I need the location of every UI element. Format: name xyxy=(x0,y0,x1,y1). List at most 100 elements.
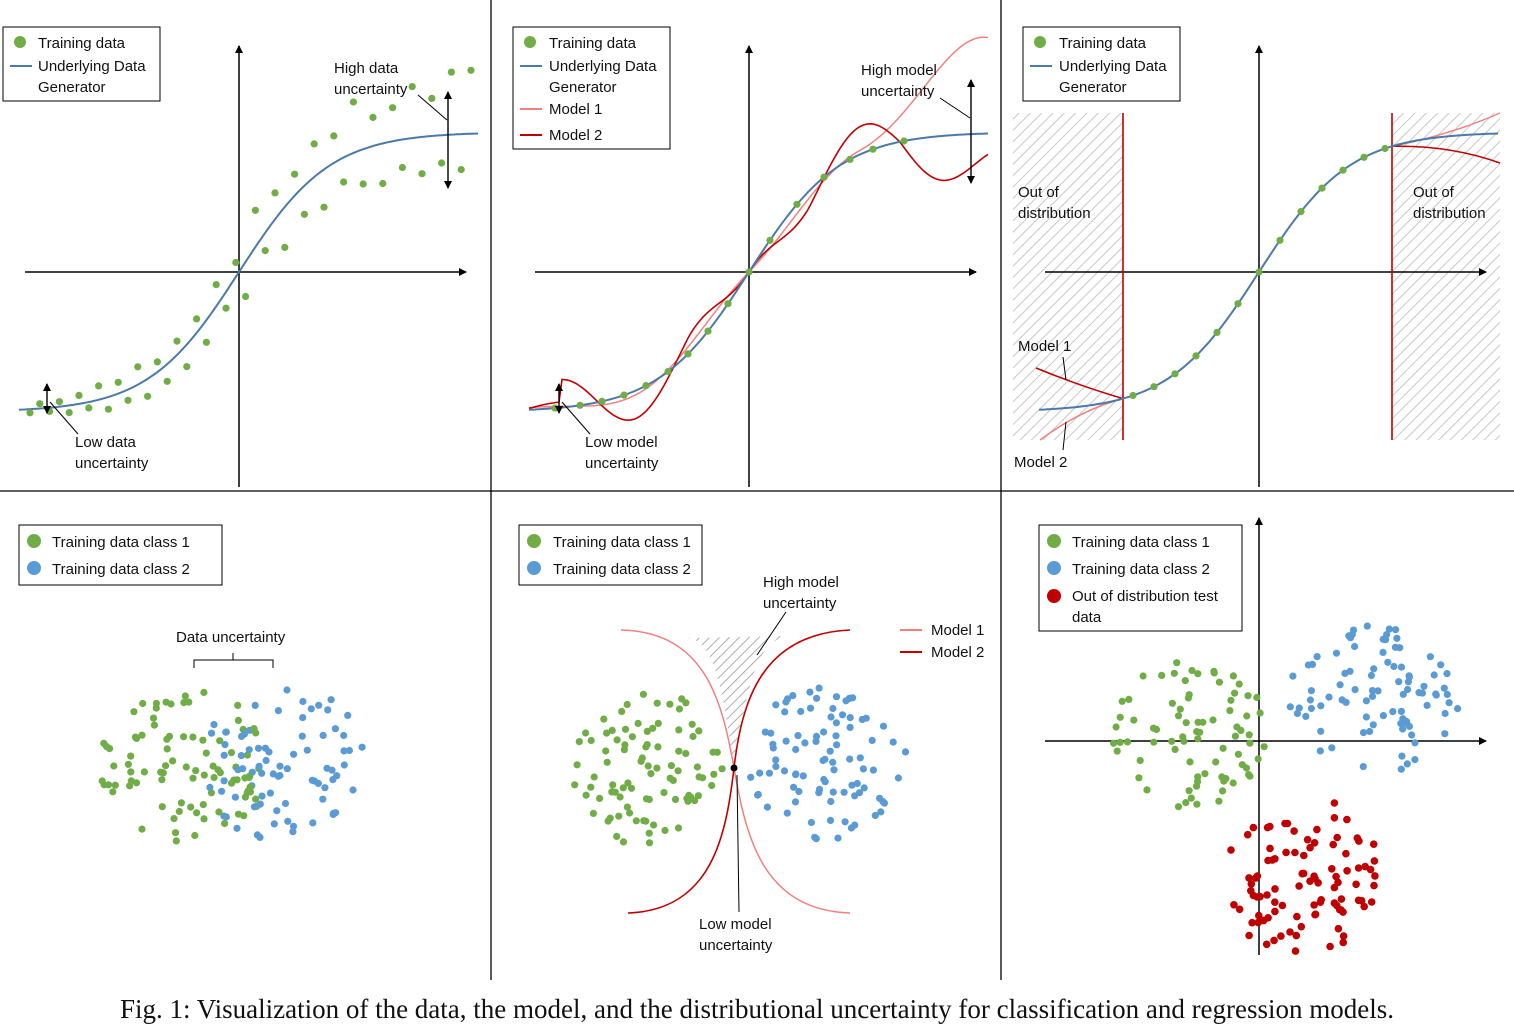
class-point xyxy=(252,795,260,803)
class-point xyxy=(1399,725,1407,733)
training-data-point xyxy=(576,401,584,409)
class-point xyxy=(262,756,270,765)
class-point xyxy=(794,732,802,740)
class-point xyxy=(812,732,821,741)
class-point xyxy=(879,722,888,730)
class-point xyxy=(200,815,208,823)
class-point xyxy=(283,686,291,694)
class-point xyxy=(1403,760,1411,768)
class-point xyxy=(132,779,141,787)
class-point xyxy=(1185,787,1193,795)
class-point xyxy=(671,795,680,804)
class-point xyxy=(1235,905,1244,914)
class-point xyxy=(1389,708,1397,716)
class-point xyxy=(661,826,669,835)
training-data-point xyxy=(820,173,828,181)
class-point xyxy=(349,786,357,794)
training-data-point xyxy=(1129,391,1137,400)
class-point xyxy=(827,713,835,721)
svg-text:Low model: Low model xyxy=(585,434,658,451)
class-point xyxy=(761,728,769,736)
training-data-point xyxy=(1381,144,1389,153)
training-data-point xyxy=(281,243,289,251)
class-point xyxy=(1291,848,1299,857)
class-point xyxy=(1325,693,1333,701)
class-point xyxy=(150,721,158,729)
class-point xyxy=(1229,779,1237,787)
class-point xyxy=(871,811,879,820)
class-point xyxy=(1441,709,1449,718)
training-data-point xyxy=(75,391,83,399)
class-point xyxy=(1254,755,1262,763)
svg-text:Training data class 2: Training data class 2 xyxy=(1072,561,1210,578)
training-data-point xyxy=(1234,300,1242,308)
class-point xyxy=(258,769,266,777)
class-point xyxy=(1227,846,1235,854)
class-point xyxy=(868,736,876,745)
class-point xyxy=(877,808,885,816)
class-point xyxy=(258,792,266,800)
class-point xyxy=(1170,669,1178,677)
class-point xyxy=(181,692,189,700)
class-point xyxy=(321,784,329,792)
svg-text:High model: High model xyxy=(763,574,839,591)
class-point xyxy=(795,787,803,796)
class-point xyxy=(1266,822,1274,831)
class-point xyxy=(1339,938,1347,947)
class-point xyxy=(1361,862,1369,871)
class-point xyxy=(138,825,146,833)
class-point xyxy=(1135,774,1143,782)
panel-data-uncertainty-regression: High data uncertainty Low data uncertain… xyxy=(2,26,479,487)
training-data-point xyxy=(704,327,712,335)
class-point xyxy=(250,803,258,811)
class-point xyxy=(613,736,621,744)
svg-text:Out of: Out of xyxy=(1018,184,1060,201)
class-point xyxy=(860,784,868,792)
class-point xyxy=(675,705,684,713)
class-point xyxy=(901,748,910,756)
class-point xyxy=(1271,898,1279,906)
class-point xyxy=(644,762,652,770)
training-data-point xyxy=(212,281,220,289)
class-point xyxy=(266,789,274,797)
class-point xyxy=(653,699,661,707)
class-point xyxy=(1362,697,1370,705)
class-point xyxy=(1268,856,1277,864)
class-point xyxy=(615,812,623,820)
training-data-point xyxy=(104,405,112,413)
class-point xyxy=(682,699,690,707)
class-point xyxy=(240,812,248,820)
class-point xyxy=(666,700,674,708)
svg-text:Model 2: Model 2 xyxy=(1014,454,1067,471)
training-data-point xyxy=(65,409,73,417)
class-point xyxy=(1432,691,1440,699)
svg-text:Training data class 1: Training data class 1 xyxy=(1072,534,1210,551)
class-point xyxy=(165,732,174,740)
training-data-point xyxy=(664,368,672,376)
class-point xyxy=(851,821,859,829)
class-point xyxy=(256,833,264,842)
class-point xyxy=(789,692,797,700)
underlying-generator-curve xyxy=(18,132,479,411)
training-data-point xyxy=(340,178,348,186)
class-point xyxy=(1295,882,1303,890)
class-point xyxy=(1302,712,1310,721)
class-point xyxy=(298,732,306,740)
class-point xyxy=(180,699,188,707)
class-point xyxy=(1359,729,1368,737)
class-point xyxy=(632,817,640,825)
class-point xyxy=(1440,684,1448,692)
class-point xyxy=(1316,747,1324,755)
class-point xyxy=(1188,666,1196,675)
class-point xyxy=(792,745,800,754)
training-data-point xyxy=(1339,166,1347,174)
class-point xyxy=(1150,738,1158,746)
training-data-points xyxy=(1129,144,1389,400)
class-point xyxy=(329,809,337,818)
class-point xyxy=(1332,872,1340,881)
class-point xyxy=(812,835,820,843)
class-point xyxy=(177,799,185,807)
svg-text:uncertainty: uncertainty xyxy=(861,83,935,100)
class-point xyxy=(1362,713,1370,721)
class-point xyxy=(111,781,119,789)
